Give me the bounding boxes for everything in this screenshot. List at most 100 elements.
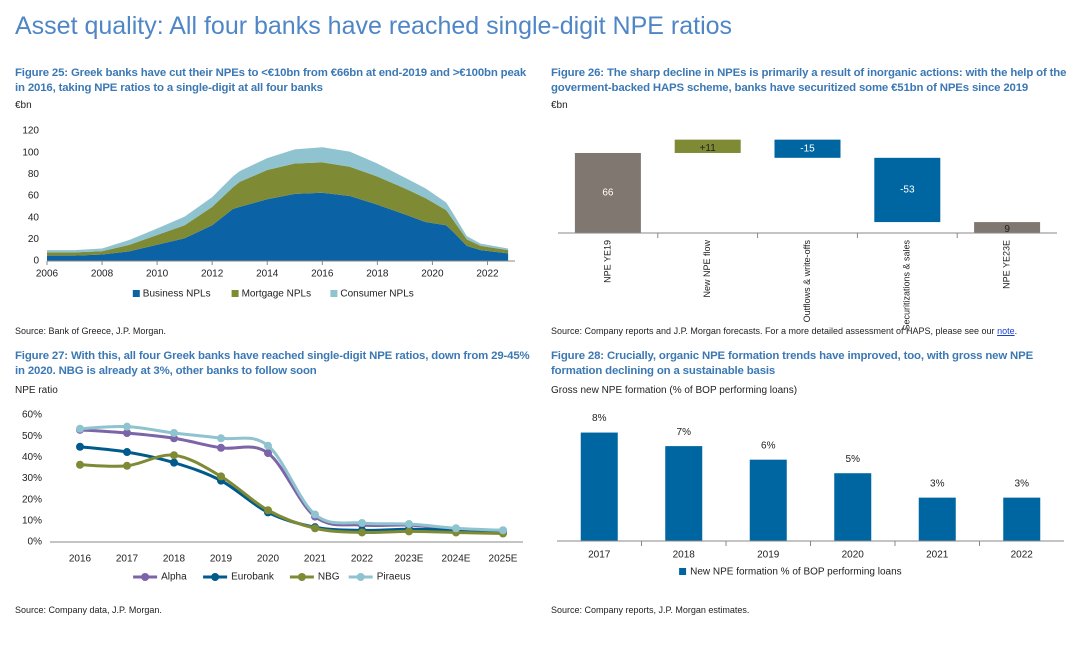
legend-swatch [330, 290, 338, 297]
point [452, 524, 460, 533]
point [123, 422, 131, 431]
y-tick-label: 60 [28, 191, 40, 202]
x-tick-label: 2024E [442, 554, 471, 565]
source: Source: Company reports, J.P. Morgan est… [551, 605, 750, 615]
x-tick-label: 2023E [395, 554, 424, 565]
y-tick-label: 100 [22, 147, 39, 158]
y-tick-label: 80 [28, 169, 40, 180]
point [358, 518, 366, 527]
point [264, 506, 272, 515]
y-tick-label: 20 [28, 234, 40, 245]
bar [674, 139, 741, 153]
point [405, 527, 413, 536]
value-label: 3% [930, 478, 945, 489]
figure-caption: Figure 28: Crucially, organic NPE format… [551, 350, 1034, 377]
point [311, 524, 319, 533]
point [264, 441, 272, 450]
legend-marker [297, 573, 306, 581]
x-tick-label: 2022 [1011, 550, 1034, 561]
x-tick-label: 2012 [201, 269, 224, 280]
bar [1003, 497, 1041, 541]
y-tick-label: 20% [22, 494, 42, 505]
value-label: -53 [900, 185, 915, 196]
y-tick-label: 30% [22, 473, 42, 484]
bar [580, 432, 618, 541]
y-tick-label: 40 [28, 212, 40, 223]
point [405, 520, 413, 529]
x-tick-label: 2017 [116, 554, 139, 565]
x-tick-label: 2022 [476, 269, 499, 280]
x-tick-label: 2025E [489, 554, 518, 565]
legend-marker [141, 573, 150, 581]
point [217, 434, 225, 443]
figure-caption: Figure 26: The sharp decline in NPEs is … [551, 67, 1067, 94]
point [217, 443, 225, 452]
point [123, 461, 131, 470]
legend-label: New NPE formation % of BOP performing lo… [690, 567, 902, 578]
point [123, 448, 131, 457]
legend-label: Mortgage NPLs [242, 289, 311, 300]
legend-swatch [231, 290, 239, 297]
x-tick-label: 2018 [673, 550, 696, 561]
y-tick-label: 120 [22, 126, 39, 137]
value-label: 9 [1004, 224, 1010, 235]
point [76, 442, 84, 451]
area [47, 192, 509, 261]
point [170, 428, 178, 437]
x-tick-label: New NPE flow [702, 239, 712, 297]
x-tick-label: 2020 [842, 550, 865, 561]
bar [774, 139, 841, 158]
y-tick-label: 0 [33, 256, 39, 267]
point [123, 428, 131, 437]
x-tick-label: 2019 [757, 550, 780, 561]
x-tick-label: 2014 [256, 269, 279, 280]
figure-caption: Figure 25: Greek banks have cut their NP… [15, 67, 526, 94]
figure-caption: Figure 27: With this, all four Greek ban… [15, 350, 530, 377]
point [264, 449, 272, 458]
value-label: -15 [800, 143, 815, 154]
legend-swatch [132, 290, 140, 297]
legend-label: Piraeus [377, 572, 411, 583]
bar [834, 473, 872, 541]
x-tick-label: 2022 [351, 554, 374, 565]
x-tick-label: 2008 [91, 269, 114, 280]
x-tick-label: NPE YE23E [1001, 240, 1011, 289]
axis-label: NPE ratio [15, 385, 58, 396]
x-tick-label: NPE YE19 [602, 240, 612, 283]
unit-label: €bn [15, 100, 32, 111]
x-tick-label: 2018 [163, 554, 186, 565]
legend-label: Eurobank [231, 572, 275, 583]
value-label: 7% [677, 427, 692, 438]
x-tick-label: 2020 [257, 554, 280, 565]
x-tick-label: 2010 [146, 269, 169, 280]
bar [749, 459, 787, 541]
legend-label: NBG [318, 572, 340, 583]
y-tick-label: 50% [22, 431, 42, 442]
y-tick-label: 40% [22, 452, 42, 463]
bar [918, 497, 956, 541]
x-tick-label: 2021 [304, 554, 327, 565]
legend-swatch [679, 568, 687, 575]
point [76, 424, 84, 433]
legend-label: Alpha [161, 572, 187, 583]
source-link[interactable]: note [997, 326, 1015, 336]
x-tick-label: 2021 [926, 550, 949, 561]
x-tick-label: 2016 [311, 269, 334, 280]
bar [574, 152, 641, 233]
area [47, 147, 509, 253]
point [170, 458, 178, 467]
unit-label: €bn [551, 100, 568, 111]
point [311, 510, 319, 519]
source: Source: Company reports and J.P. Morgan … [551, 326, 1017, 336]
source-text: Source: Company reports and J.P. Morgan … [551, 326, 998, 336]
value-label: 5% [846, 454, 861, 465]
value-label: 3% [1015, 478, 1030, 489]
point [170, 451, 178, 460]
source: Source: Company data, J.P. Morgan. [15, 605, 162, 615]
value-label: 66 [602, 188, 614, 199]
x-tick-label: Outflows & write-offs [802, 240, 812, 323]
bar [974, 222, 1041, 233]
bar [665, 446, 703, 541]
point [76, 460, 84, 469]
